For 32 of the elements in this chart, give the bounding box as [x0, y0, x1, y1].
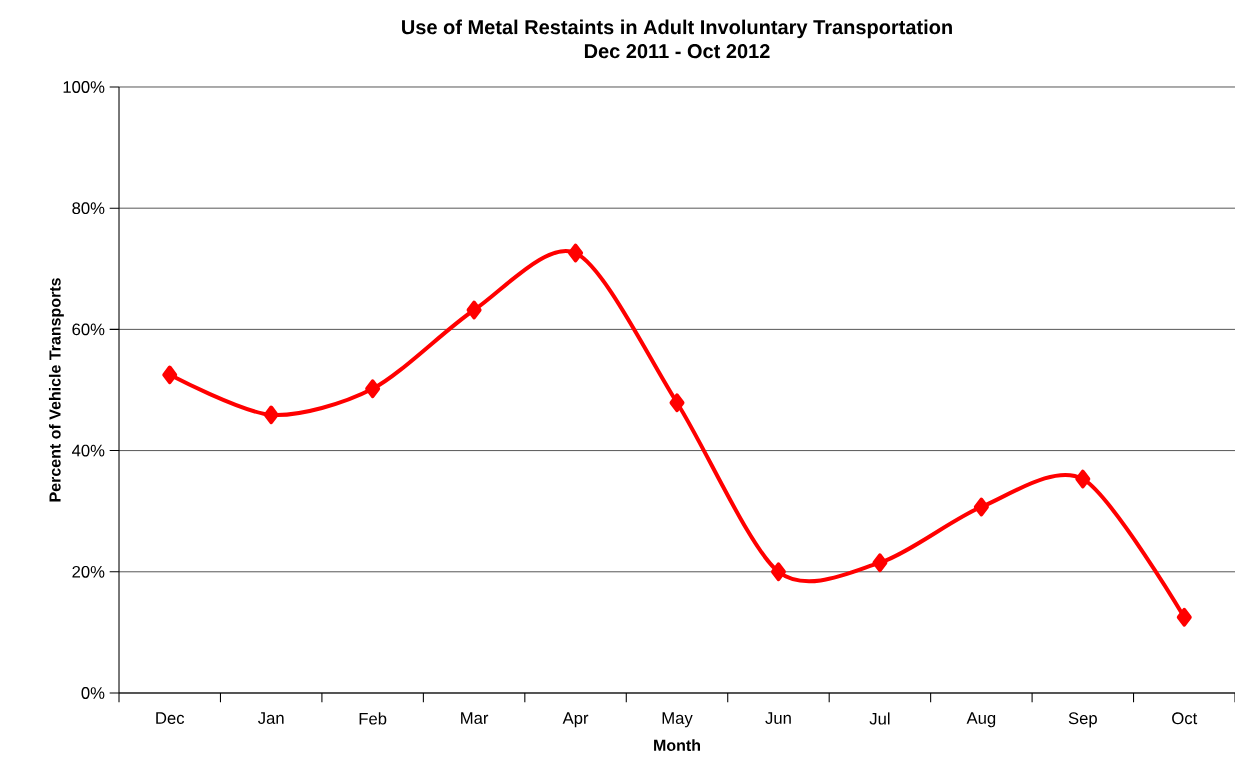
point [1176, 607, 1192, 627]
x-tick-label: May [662, 712, 693, 728]
y-tick-label: 100% [63, 81, 105, 93]
point [669, 393, 685, 413]
x-tick-label: Jul [869, 712, 890, 725]
point [162, 365, 178, 385]
point [872, 553, 888, 573]
chart-title: Use of Metal Restaints in Adult Involuntary Transportation [402, 19, 952, 39]
y-tick-label: 20% [72, 565, 105, 578]
chart-subtitle: Dec 2011 - Oct 2012 [584, 44, 770, 59]
x-axis-title: Month [654, 739, 701, 752]
point [263, 405, 279, 425]
x-tick-label: Aug [966, 712, 996, 728]
point [973, 497, 989, 517]
point [365, 379, 381, 399]
point [466, 300, 482, 320]
x-tick-label: Jun [765, 712, 791, 724]
x-tick-label: Oct [1172, 712, 1198, 725]
x-tick-label: Mar [461, 712, 489, 724]
y-axis-title: Percent of Vehicle Transports [48, 278, 64, 502]
y-tick-label: 40% [71, 444, 105, 457]
x-tick-label: Dec [156, 712, 185, 724]
point [1075, 469, 1091, 489]
y-tick-label: 60% [72, 323, 105, 336]
y-tick-label: 80% [72, 202, 105, 215]
point [568, 243, 584, 263]
x-tick-label: Feb [359, 712, 387, 725]
point [770, 562, 786, 582]
x-tick-label: Jan [258, 712, 284, 724]
x-tick-label: Apr [562, 712, 589, 728]
y-tick-label: 0% [81, 687, 105, 699]
x-tick-label: Sep [1068, 712, 1097, 728]
